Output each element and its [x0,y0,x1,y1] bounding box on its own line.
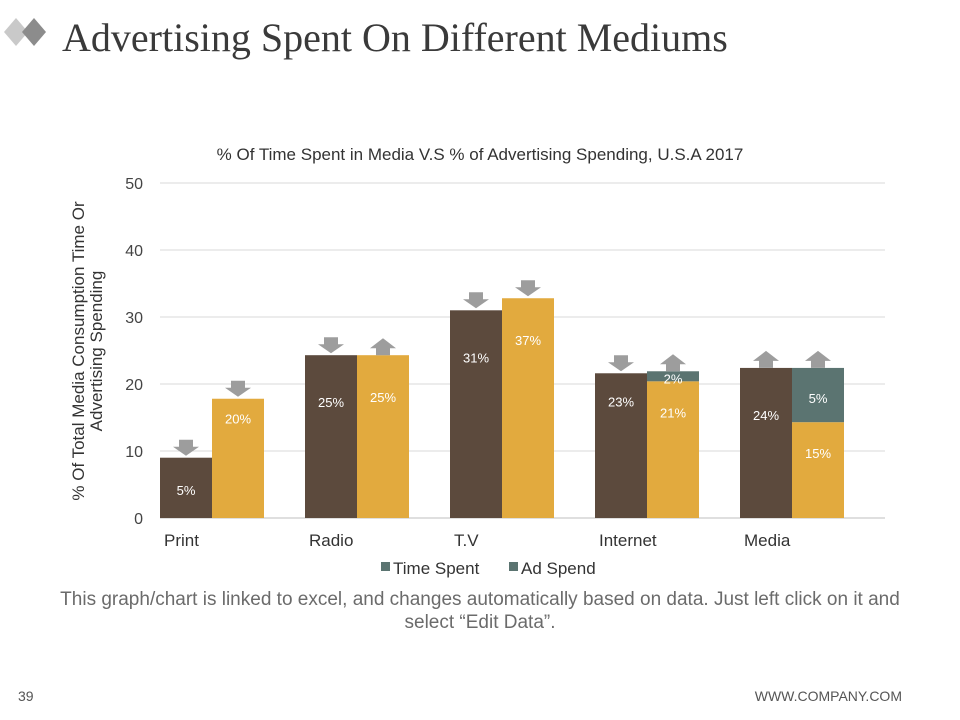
y-tick-label: 40 [125,243,143,260]
logo-diamond-light [4,18,28,46]
data-labels: 5% 20% 25% 25% 31% 37% 23% 21% 2% 24% 15% 5% [177,333,832,498]
arrow-down-icon [318,337,344,354]
y-tick-label: 0 [134,511,143,528]
x-tick-label: Radio [309,531,353,550]
y-axis-label-line: Advertising Spending [87,271,106,432]
chart-note: This graph/chart is linked to excel, and… [60,589,900,633]
bar-time-spent [450,310,502,518]
chart-title: % Of Time Spent in Media V.S % of Advert… [217,145,744,164]
footer-url: WWW.COMPANY.COM [754,688,902,704]
bar-ad-spend [357,355,409,518]
arrow-up-icon [805,350,831,368]
arrow-up-icon [370,338,396,356]
data-label: 2% [664,371,683,386]
arrow-down-icon [463,292,489,309]
arrow-down-icon [225,380,251,397]
bar-time-spent [595,373,647,518]
data-label: 37% [515,333,541,348]
y-tick-label: 30 [125,310,143,327]
bar-ad-spend [502,298,554,518]
logo-diamond-dark [22,18,46,46]
y-axis-label-line: % Of Total Media Consumption Time Or [69,201,88,501]
data-label: 24% [753,408,779,423]
bar-time-spent [305,355,357,518]
data-label: 25% [318,395,344,410]
y-axis-ticks: 0 10 20 30 40 50 [125,176,143,528]
y-axis-label: % Of Total Media Consumption Time OrAdve… [69,201,106,501]
arrows [173,280,831,456]
y-tick-label: 20 [125,377,143,394]
arrow-up-icon [753,350,779,368]
data-label: 23% [608,394,634,409]
data-label: 31% [463,350,489,365]
legend-label-time-spent: Time Spent [393,559,480,578]
y-tick-label: 10 [125,444,143,461]
page-number: 39 [18,688,34,704]
data-label: 25% [370,390,396,405]
arrow-down-icon [173,439,199,456]
x-tick-label: Internet [599,531,657,550]
data-label: 5% [177,483,196,498]
data-label: 15% [805,446,831,461]
bar-ad-spend-stack [792,367,844,423]
bar-chart[interactable]: % Of Time Spent in Media V.S % of Advert… [0,0,960,590]
legend-swatch-time-spent [381,562,390,571]
x-tick-label: T.V [454,531,479,550]
bar-ad-spend [647,381,699,518]
data-label: 20% [225,412,251,427]
x-axis-ticks: Print Radio T.V Internet Media [164,531,791,550]
bar-time-spent [160,457,212,518]
bar-ad-spend [212,398,264,518]
arrow-down-icon [515,280,541,297]
bars [160,298,844,518]
bar-time-spent [740,367,792,518]
slide-title: Advertising Spent On Different Mediums [62,15,728,60]
data-label: 5% [809,391,828,406]
data-label: 21% [660,405,686,420]
legend-swatch-ad-spend [509,562,518,571]
bar-ad-spend [792,422,844,518]
arrow-down-icon [608,355,634,372]
x-tick-label: Media [744,531,791,550]
arrow-up-icon [660,354,686,372]
y-tick-label: 50 [125,176,143,193]
legend: Time Spent Ad Spend [381,559,596,578]
legend-label-ad-spend: Ad Spend [521,559,596,578]
diamond-logo-icon [4,18,46,46]
bar-ad-spend-stack [647,371,699,382]
x-tick-label: Print [164,531,199,550]
